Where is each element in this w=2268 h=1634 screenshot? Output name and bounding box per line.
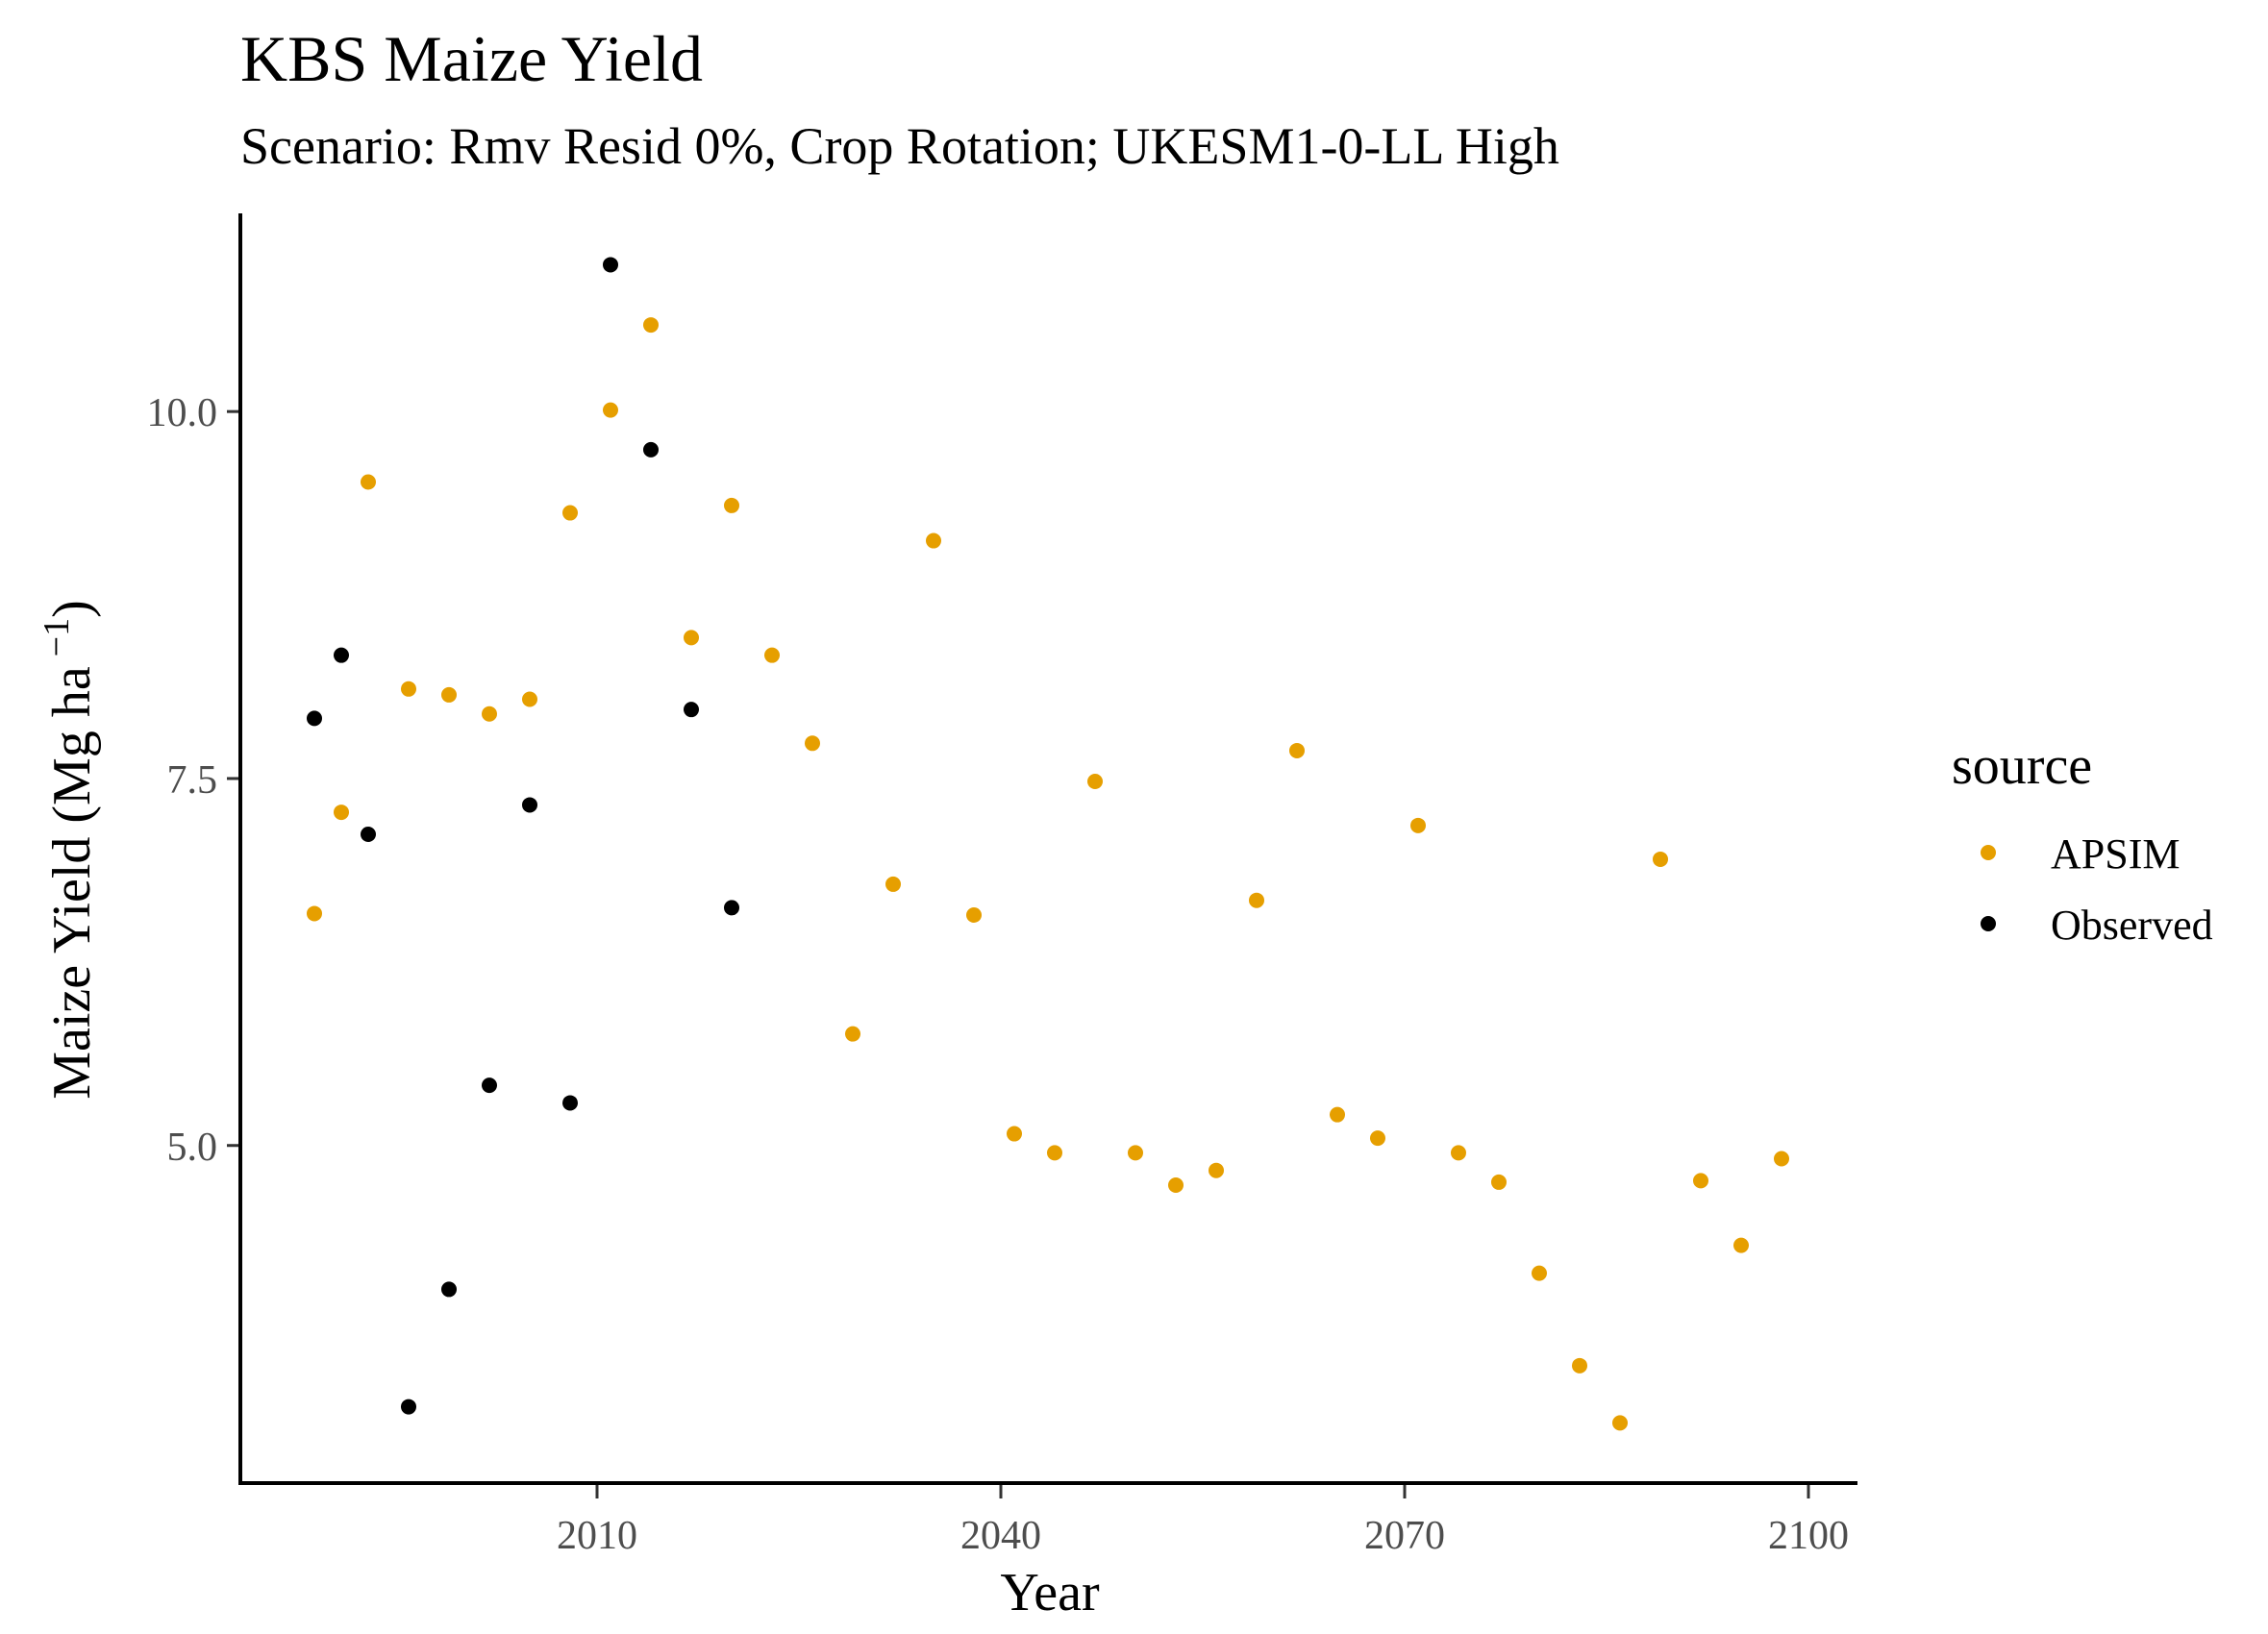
point-apsim	[334, 805, 349, 821]
legend-key-apsim	[1981, 845, 1996, 860]
point-apsim	[684, 630, 699, 646]
y-axis-title-main: Maize Yield (Mg ha	[42, 666, 102, 1100]
x-tick-label: 2100	[1768, 1514, 1849, 1558]
point-apsim	[1733, 1237, 1749, 1253]
point-apsim	[966, 906, 982, 923]
point-observed	[334, 647, 349, 663]
point-observed	[643, 441, 659, 458]
point-apsim	[805, 735, 820, 752]
chart-title: KBS Maize Yield	[240, 22, 703, 95]
data-points	[307, 257, 1789, 1431]
x-axis-ticks: 2010 2040 2070 2100	[557, 1485, 1849, 1558]
point-apsim	[1128, 1145, 1143, 1161]
point-observed	[482, 1077, 497, 1094]
point-apsim	[643, 317, 659, 334]
legend: source APSIM Observed	[1952, 736, 2213, 949]
y-axis-title: Maize Yield (Mg ha −1)	[37, 600, 102, 1100]
point-apsim	[1410, 817, 1426, 833]
y-axis-title-superscript: −1	[37, 618, 77, 656]
point-apsim	[845, 1026, 860, 1042]
point-observed	[307, 710, 322, 727]
point-apsim	[1168, 1176, 1184, 1193]
point-apsim	[1289, 742, 1305, 758]
x-tick-label: 2070	[1364, 1514, 1445, 1558]
point-apsim	[522, 691, 537, 707]
point-observed	[603, 257, 618, 273]
point-observed	[562, 1095, 578, 1111]
point-observed	[724, 900, 739, 916]
point-apsim	[1572, 1357, 1587, 1374]
y-tick-label: 10.0	[147, 391, 218, 435]
chart-subtitle: Scenario: Rmv Resid 0%, Crop Rotation; U…	[240, 117, 1559, 175]
legend-label-apsim: APSIM	[2051, 830, 2181, 878]
point-apsim	[1491, 1174, 1507, 1190]
y-axis-title-close: )	[42, 600, 102, 618]
point-observed	[522, 797, 537, 813]
point-apsim	[885, 876, 901, 892]
legend-label-observed: Observed	[2051, 902, 2213, 949]
point-observed	[441, 1281, 457, 1298]
point-apsim	[1532, 1265, 1547, 1281]
point-apsim	[603, 402, 618, 418]
point-apsim	[1047, 1145, 1062, 1161]
point-apsim	[926, 532, 941, 549]
point-observed	[361, 826, 376, 842]
point-apsim	[562, 505, 578, 521]
point-apsim	[1451, 1145, 1466, 1161]
point-apsim	[401, 681, 416, 697]
point-apsim	[1774, 1151, 1789, 1167]
legend-title: source	[1952, 736, 2092, 796]
point-apsim	[1249, 892, 1264, 908]
point-apsim	[1653, 851, 1668, 867]
x-tick-label: 2040	[960, 1514, 1041, 1558]
point-apsim	[764, 647, 780, 663]
point-apsim	[1612, 1415, 1628, 1431]
point-apsim	[1087, 774, 1103, 790]
point-apsim	[1693, 1173, 1708, 1189]
point-apsim	[1370, 1130, 1385, 1147]
y-axis-ticks: 5.0 7.5 10.0	[147, 391, 239, 1170]
point-apsim	[1209, 1162, 1224, 1178]
y-tick-label: 7.5	[167, 758, 218, 803]
point-apsim	[724, 497, 739, 513]
point-apsim	[441, 686, 457, 703]
x-tick-label: 2010	[557, 1514, 637, 1558]
point-apsim	[482, 706, 497, 722]
point-observed	[401, 1399, 416, 1415]
point-apsim	[361, 474, 376, 490]
y-tick-label: 5.0	[167, 1126, 218, 1170]
legend-key-observed	[1981, 916, 1996, 931]
point-apsim	[307, 905, 322, 922]
point-observed	[684, 702, 699, 718]
point-apsim	[1007, 1126, 1022, 1142]
x-axis-title: Year	[1000, 1563, 1100, 1622]
point-apsim	[1330, 1106, 1345, 1123]
